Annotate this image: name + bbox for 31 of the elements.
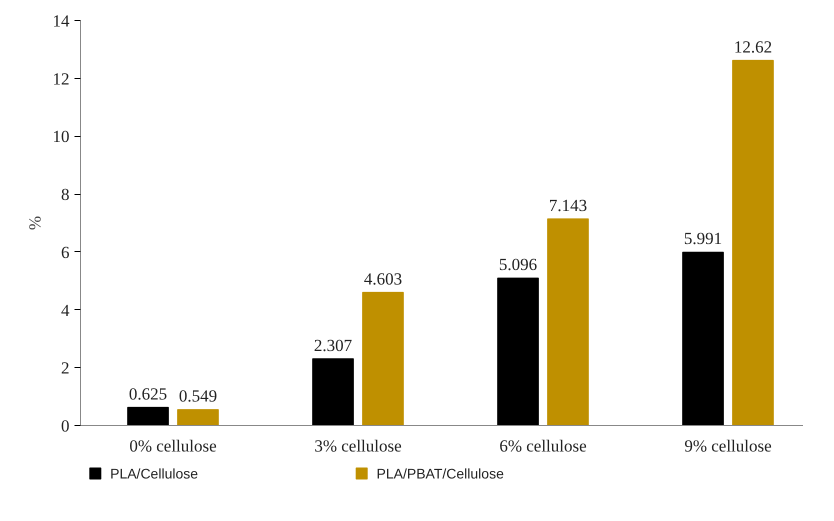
y-tick-label: 14	[52, 12, 70, 30]
y-tick-label: 6	[61, 242, 70, 262]
bar	[362, 292, 404, 426]
y-axis-title: %	[26, 216, 44, 230]
x-tick-label: 6% cellulose	[499, 436, 587, 456]
y-tick-label: 4	[61, 300, 70, 320]
bar	[312, 358, 354, 426]
bar	[547, 218, 589, 426]
data-label: 5.991	[684, 229, 722, 248]
bar	[177, 409, 219, 426]
x-tick-label: 0% cellulose	[129, 436, 217, 456]
data-label: 0.625	[128, 384, 168, 404]
y-tick-label: 8	[61, 185, 70, 204]
bar	[497, 278, 539, 426]
data-label: 5.096	[498, 255, 538, 274]
data-label: 0.549	[178, 386, 218, 406]
y-tick-label: 10	[52, 127, 70, 146]
legend-label: PLA/Cellulose	[110, 466, 198, 482]
data-label: 4.603	[364, 269, 402, 288]
data-label: 12.62	[734, 37, 772, 56]
x-tick-label: 3% cellulose	[314, 436, 402, 456]
data-label: 2.307	[314, 336, 353, 355]
y-tick-label: 0	[61, 416, 70, 436]
bar	[732, 60, 774, 426]
y-tick-label: 2	[61, 358, 70, 378]
data-label: 7.143	[548, 196, 588, 215]
bar	[682, 252, 724, 426]
bar	[127, 406, 169, 426]
x-tick-label: 9% cellulose	[684, 436, 772, 456]
legend-label: PLA/PBAT/Cellulose	[376, 466, 504, 482]
y-tick-label: 12	[52, 69, 70, 88]
